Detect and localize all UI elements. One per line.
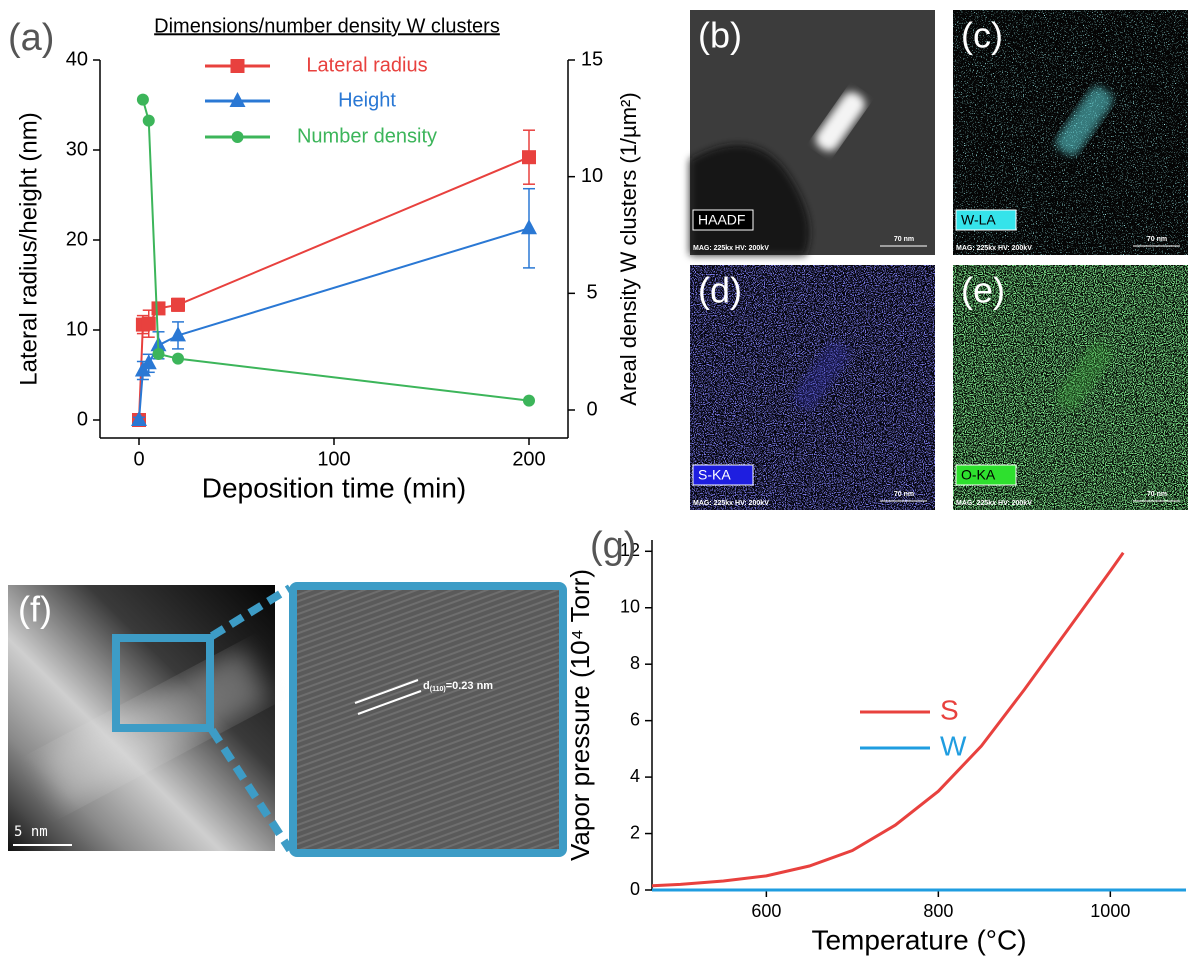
y-tick-label: 8 <box>630 653 640 673</box>
scale-bar-label: 70 nm <box>1147 236 1167 243</box>
panel-label: (g) <box>590 525 636 567</box>
image-panel: (b) HAADF MAG: 225kx HV: 200kV 70 nm <box>690 10 935 255</box>
legend-label: Height <box>338 89 396 111</box>
panel-label: (b) <box>698 15 742 56</box>
image-info: MAG: 225kx HV: 200kV <box>693 245 769 252</box>
x-tick-label: 800 <box>923 901 953 921</box>
image-panel: (c) W-LA MAG: 225kx HV: 200kV 70 nm <box>953 10 1188 255</box>
hrtem-panel: (f) 5 nm d(110)=0.23 nm <box>8 585 563 853</box>
data-point <box>522 150 536 164</box>
data-point <box>521 219 537 234</box>
panel-label: (e) <box>961 270 1005 311</box>
figure: (b) HAADF MAG: 225kx HV: 200kV 70 nm (c) W-LA… <box>0 0 1188 966</box>
y-tick-label: 0 <box>630 879 640 899</box>
y-tick-label: 6 <box>630 709 640 729</box>
y2-tick-label: 0 <box>586 398 597 420</box>
image-panel: (e) O-KA MAG: 225kx HV: 200kV 70 nm <box>953 265 1188 510</box>
y-axis-label: Vapor pressure (10⁴ Torr) <box>565 569 595 861</box>
y2-axis-label: Areal density W clusters (1/µm²) <box>616 92 641 405</box>
legend-label: Number density <box>297 125 437 147</box>
data-point <box>153 348 165 360</box>
panel-label: (f) <box>18 589 52 630</box>
legend-marker <box>232 131 244 143</box>
x-tick-label: 100 <box>317 448 350 470</box>
image-info: MAG: 225kx HV: 200kV <box>956 245 1032 252</box>
panel-label: (a) <box>8 17 54 59</box>
data-point <box>142 317 156 331</box>
channel-tag: HAADF <box>698 212 745 228</box>
y2-tick-label: 5 <box>586 282 597 304</box>
x-tick-label: 0 <box>133 448 144 470</box>
y-tick-label: 10 <box>620 596 640 616</box>
data-point <box>152 301 166 315</box>
scale-bar-label: 5 nm <box>14 824 48 840</box>
chart: 0 100 200 0 10 20 30 40 0 5 10 15 Deposition time (m… <box>8 15 641 503</box>
y-tick-label: 2 <box>630 822 640 842</box>
d-symbol: d <box>423 680 430 692</box>
panel-label: (d) <box>698 270 742 311</box>
legend-label: W <box>940 730 967 761</box>
channel-tag: S-KA <box>698 467 731 483</box>
x-axis-label: Temperature (°C) <box>811 924 1026 955</box>
x-tick-label: 600 <box>751 901 781 921</box>
data-point <box>172 353 184 365</box>
x-tick-label: 200 <box>512 448 545 470</box>
legend-label: Lateral radius <box>306 54 427 76</box>
scale-bar-label: 70 nm <box>1147 491 1167 498</box>
chart-title: Dimensions/number density W clusters <box>154 15 500 37</box>
data-point <box>523 395 535 407</box>
channel-tag: O-KA <box>961 467 996 483</box>
y-tick-label: 4 <box>630 766 640 786</box>
image-panel: (d) S-KA MAG: 225kx HV: 200kV 70 nm <box>690 265 935 510</box>
y-axis-label: Lateral radius/height (nm) <box>15 112 42 385</box>
channel-tag: W-LA <box>961 212 996 228</box>
legend-label: S <box>940 694 959 725</box>
scale-bar-label: 70 nm <box>894 491 914 498</box>
x-axis-label: Deposition time (min) <box>202 472 467 503</box>
y-tick-label: 10 <box>66 318 88 340</box>
x-tick-label: 1000 <box>1090 901 1130 921</box>
data-point <box>171 298 185 312</box>
y2-tick-label: 15 <box>581 48 603 70</box>
image-info: MAG: 225kx HV: 200kV <box>956 500 1032 507</box>
legend-marker <box>231 59 245 73</box>
panel-label: (c) <box>961 15 1003 56</box>
data-point <box>143 115 155 127</box>
y-tick-label: 40 <box>66 48 88 70</box>
y-tick-label: 20 <box>66 228 88 250</box>
d-index: (110) <box>430 686 446 693</box>
d-value: =0.23 nm <box>446 680 494 692</box>
y-tick-label: 0 <box>77 408 88 430</box>
image-info: MAG: 225kx HV: 200kV <box>693 500 769 507</box>
series-line <box>139 228 529 420</box>
y-tick-label: 30 <box>66 138 88 160</box>
data-point <box>137 94 149 106</box>
y2-tick-label: 10 <box>581 165 603 187</box>
scale-bar-label: 70 nm <box>894 236 914 243</box>
series-line <box>652 553 1123 886</box>
zoom-image <box>293 586 563 853</box>
